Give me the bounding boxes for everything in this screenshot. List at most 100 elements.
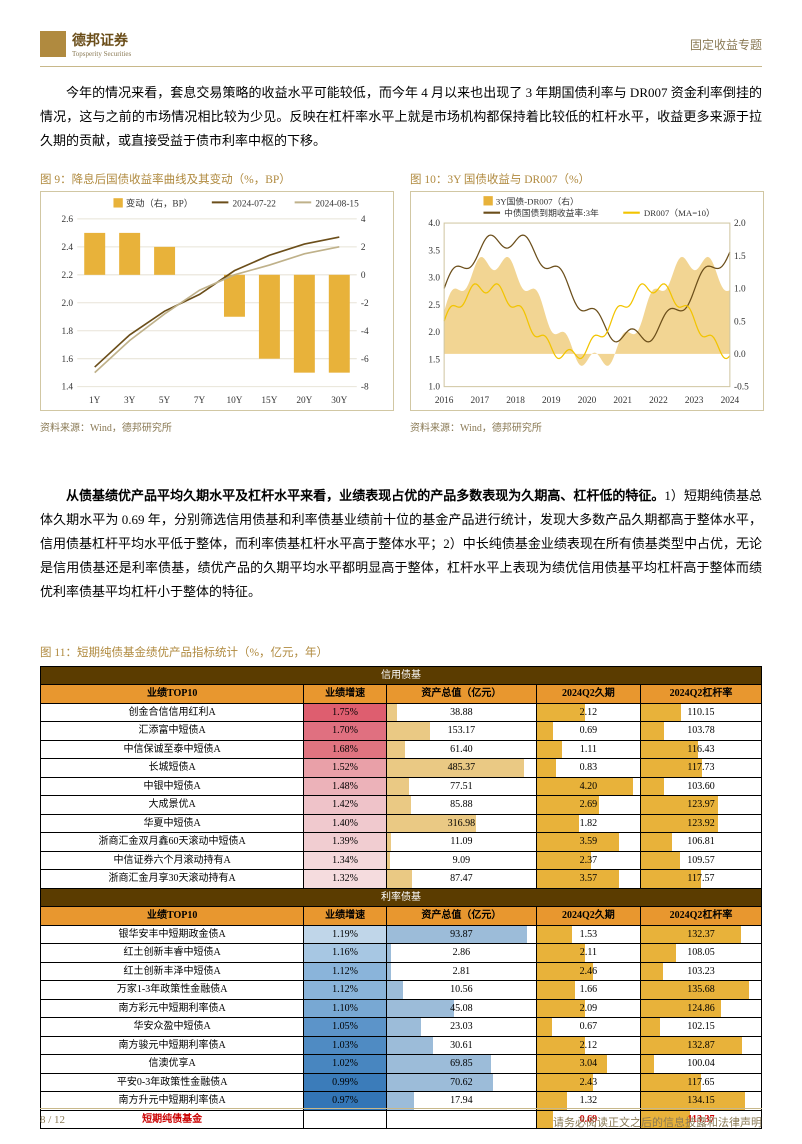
svg-text:2.2: 2.2 [61, 271, 73, 281]
chart10: 3Y国债-DR007（右）中债国债到期收益率:3年DR007（MA=10）1.0… [410, 191, 764, 410]
duration-cell: 2.69 [536, 796, 640, 815]
nav-cell: 85.88 [386, 796, 536, 815]
leverage-cell: 103.23 [640, 962, 761, 981]
nav-cell: 69.85 [386, 1055, 536, 1074]
growth-cell: 1.42% [304, 796, 387, 815]
chart9-title: 图 9：降息后国债收益率曲线及其变动（%，BP） [40, 171, 392, 187]
svg-text:2022: 2022 [649, 396, 668, 406]
svg-text:1Y: 1Y [89, 396, 101, 406]
growth-cell: 1.39% [304, 833, 387, 852]
page-number: 8 / 12 [40, 1114, 65, 1130]
para2-rest: 1）短期纯债基总体久期水平为 0.69 年，分别筛选信用债基和利率债基业绩前十位… [40, 488, 762, 599]
duration-cell: 0.69 [536, 722, 640, 741]
growth-cell: 1.16% [304, 944, 387, 963]
fund-name: 中信保诚至泰中短债A [41, 740, 304, 759]
fund-name: 南方彩元中短期利率债A [41, 999, 304, 1018]
duration-cell: 2.09 [536, 999, 640, 1018]
growth-cell: 1.05% [304, 1018, 387, 1037]
duration-cell: 3.04 [536, 1055, 640, 1074]
table-row: 大成景优A1.42%85.882.69123.97 [41, 796, 762, 815]
svg-text:2.0: 2.0 [428, 328, 440, 338]
chart9-box: 图 9：降息后国债收益率曲线及其变动（%，BP） 变动（右，BP）2024-07… [40, 171, 392, 433]
chart10-source: 资料来源：Wind，德邦研究所 [410, 419, 762, 434]
growth-cell: 1.32% [304, 870, 387, 889]
leverage-cell: 103.60 [640, 777, 761, 796]
leverage-cell: 106.81 [640, 833, 761, 852]
svg-text:-0.5: -0.5 [734, 383, 749, 393]
svg-text:2: 2 [361, 243, 366, 253]
table-row: 长城短债A1.52%485.370.83117.73 [41, 759, 762, 778]
col-header: 业绩增速 [304, 685, 387, 704]
svg-text:-4: -4 [361, 327, 369, 337]
table-row: 平安0-3年政策性金融债A0.99%70.622.43117.65 [41, 1073, 762, 1092]
growth-cell: 1.19% [304, 925, 387, 944]
col-header: 2024Q2久期 [536, 907, 640, 926]
nav-cell: 2.81 [386, 962, 536, 981]
svg-text:1.5: 1.5 [428, 356, 440, 366]
duration-cell: 4.20 [536, 777, 640, 796]
fund-name: 长城短债A [41, 759, 304, 778]
table-title: 图 11：短期纯债基金绩优产品指标统计（%，亿元，年） [40, 644, 762, 660]
col-header: 资产总值（亿元） [386, 685, 536, 704]
svg-text:0.0: 0.0 [734, 350, 746, 360]
growth-cell: 1.68% [304, 740, 387, 759]
fund-name: 华安众盈中短债A [41, 1018, 304, 1037]
duration-cell: 1.66 [536, 981, 640, 1000]
doc-topic: 固定收益专题 [690, 36, 762, 53]
nav-cell: 93.87 [386, 925, 536, 944]
duration-cell: 2.12 [536, 1036, 640, 1055]
growth-cell: 1.75% [304, 703, 387, 722]
svg-text:2018: 2018 [506, 396, 525, 406]
nav-cell: 316.98 [386, 814, 536, 833]
fund-name: 华夏中短债A [41, 814, 304, 833]
svg-text:2.5: 2.5 [428, 301, 440, 311]
table-row: 华安众盈中短债A1.05%23.030.67102.15 [41, 1018, 762, 1037]
nav-cell: 153.17 [386, 722, 536, 741]
svg-text:2017: 2017 [471, 396, 490, 406]
leverage-cell: 102.15 [640, 1018, 761, 1037]
nav-cell: 485.37 [386, 759, 536, 778]
table-row: 汇添富中短债A1.70%153.170.69103.78 [41, 722, 762, 741]
table-row: 中信保诚至泰中短债A1.68%61.401.11116.43 [41, 740, 762, 759]
header-rule [40, 66, 762, 67]
chart9: 变动（右，BP）2024-07-222024-08-151.41.61.82.0… [40, 191, 394, 410]
leverage-cell: 135.68 [640, 981, 761, 1000]
svg-text:1.8: 1.8 [61, 327, 73, 337]
fund-name: 大成景优A [41, 796, 304, 815]
nav-cell: 61.40 [386, 740, 536, 759]
para2-lead: 从债基绩优产品平均久期水平及杠杆水平来看，业绩表现占优的产品多数表现为久期高、杠… [66, 488, 664, 503]
col-header: 业绩TOP10 [41, 907, 304, 926]
nav-cell: 2.86 [386, 944, 536, 963]
nav-cell: 87.47 [386, 870, 536, 889]
table-row: 红土创新丰睿中短债A1.16%2.862.11108.05 [41, 944, 762, 963]
page-footer: 8 / 12 请务必阅读正文之后的信息披露和法律声明 [40, 1108, 762, 1130]
table-row: 中信证券六个月滚动持有A1.34%9.092.37109.57 [41, 851, 762, 870]
duration-cell: 2.12 [536, 703, 640, 722]
company-name: 德邦证券 [72, 30, 131, 50]
svg-text:2.0: 2.0 [61, 299, 73, 309]
svg-text:0.5: 0.5 [734, 317, 746, 327]
group1-header: 信用债基 [41, 666, 762, 685]
leverage-cell: 132.37 [640, 925, 761, 944]
table-row: 红土创新丰泽中短债A1.12%2.812.46103.23 [41, 962, 762, 981]
svg-text:7Y: 7Y [194, 396, 206, 406]
table-row: 万家1-3年政策性金融债A1.12%10.561.66135.68 [41, 981, 762, 1000]
nav-cell: 30.61 [386, 1036, 536, 1055]
logo: 德邦证券 Topsperity Securities [40, 30, 131, 58]
growth-cell: 1.12% [304, 962, 387, 981]
duration-cell: 0.83 [536, 759, 640, 778]
logo-mark [40, 31, 66, 57]
duration-cell: 1.82 [536, 814, 640, 833]
duration-cell: 2.43 [536, 1073, 640, 1092]
growth-cell: 1.48% [304, 777, 387, 796]
svg-text:1.4: 1.4 [61, 383, 73, 393]
table-row: 银华安丰中短期政金债A1.19%93.871.53132.37 [41, 925, 762, 944]
fund-name: 银华安丰中短期政金债A [41, 925, 304, 944]
col-header: 资产总值（亿元） [386, 907, 536, 926]
duration-cell: 1.11 [536, 740, 640, 759]
svg-text:4.0: 4.0 [428, 219, 440, 229]
nav-cell: 70.62 [386, 1073, 536, 1092]
table-row: 华夏中短债A1.40%316.981.82123.92 [41, 814, 762, 833]
fund-name: 红土创新丰泽中短债A [41, 962, 304, 981]
svg-text:2.4: 2.4 [61, 243, 73, 253]
